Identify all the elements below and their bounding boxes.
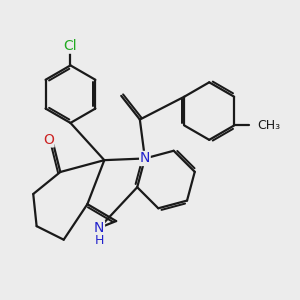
Text: CH₃: CH₃ xyxy=(257,119,280,132)
Text: Cl: Cl xyxy=(64,39,77,53)
Text: N: N xyxy=(140,152,150,166)
Text: H: H xyxy=(94,234,104,247)
Text: N: N xyxy=(94,221,104,235)
Text: O: O xyxy=(43,133,54,147)
